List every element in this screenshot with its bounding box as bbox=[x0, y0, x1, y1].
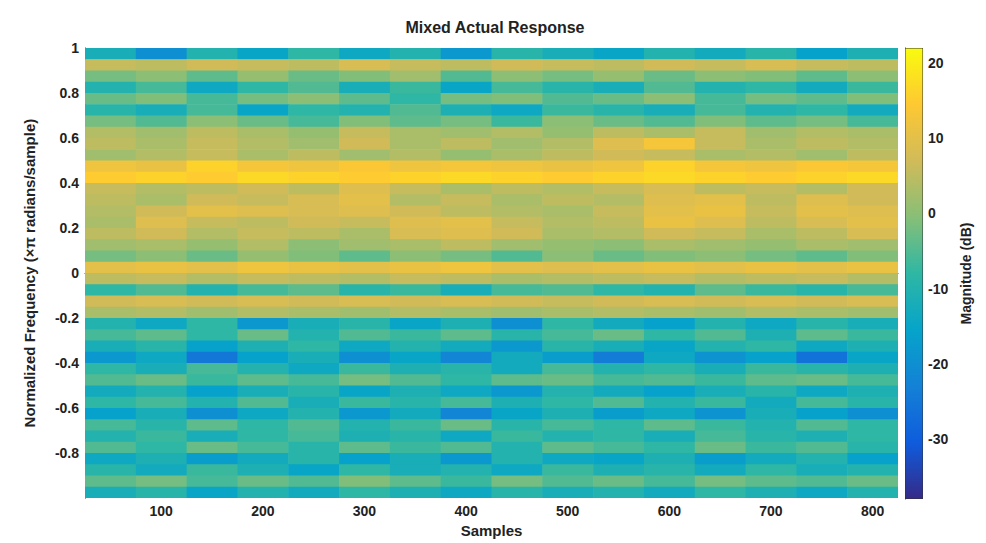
svg-text:Samples: Samples bbox=[461, 522, 523, 539]
svg-text:Normalized Frequency (×π radia: Normalized Frequency (×π radians/sample) bbox=[21, 119, 38, 428]
svg-text:-30: -30 bbox=[928, 431, 948, 447]
svg-text:600: 600 bbox=[658, 503, 682, 519]
svg-text:500: 500 bbox=[556, 503, 580, 519]
svg-text:20: 20 bbox=[928, 55, 944, 71]
svg-text:300: 300 bbox=[353, 503, 377, 519]
svg-text:0.2: 0.2 bbox=[60, 220, 80, 236]
svg-text:800: 800 bbox=[861, 503, 885, 519]
svg-text:-0.6: -0.6 bbox=[55, 400, 79, 416]
svg-text:200: 200 bbox=[251, 503, 275, 519]
svg-text:0: 0 bbox=[71, 265, 79, 281]
svg-text:-0.4: -0.4 bbox=[55, 355, 79, 371]
svg-text:0.6: 0.6 bbox=[60, 130, 80, 146]
svg-text:Magnitude (dB): Magnitude (dB) bbox=[958, 223, 974, 325]
svg-text:-10: -10 bbox=[928, 281, 948, 297]
svg-text:100: 100 bbox=[150, 503, 174, 519]
svg-text:0.8: 0.8 bbox=[60, 85, 80, 101]
svg-text:-0.2: -0.2 bbox=[55, 310, 79, 326]
svg-text:0.4: 0.4 bbox=[60, 175, 80, 191]
svg-text:700: 700 bbox=[759, 503, 783, 519]
svg-text:0: 0 bbox=[928, 205, 936, 221]
svg-text:400: 400 bbox=[454, 503, 478, 519]
svg-text:10: 10 bbox=[928, 130, 944, 146]
svg-text:1: 1 bbox=[71, 40, 79, 56]
svg-text:-20: -20 bbox=[928, 356, 948, 372]
svg-text:-0.8: -0.8 bbox=[55, 445, 79, 461]
svg-text:Mixed Actual Response: Mixed Actual Response bbox=[405, 19, 584, 36]
